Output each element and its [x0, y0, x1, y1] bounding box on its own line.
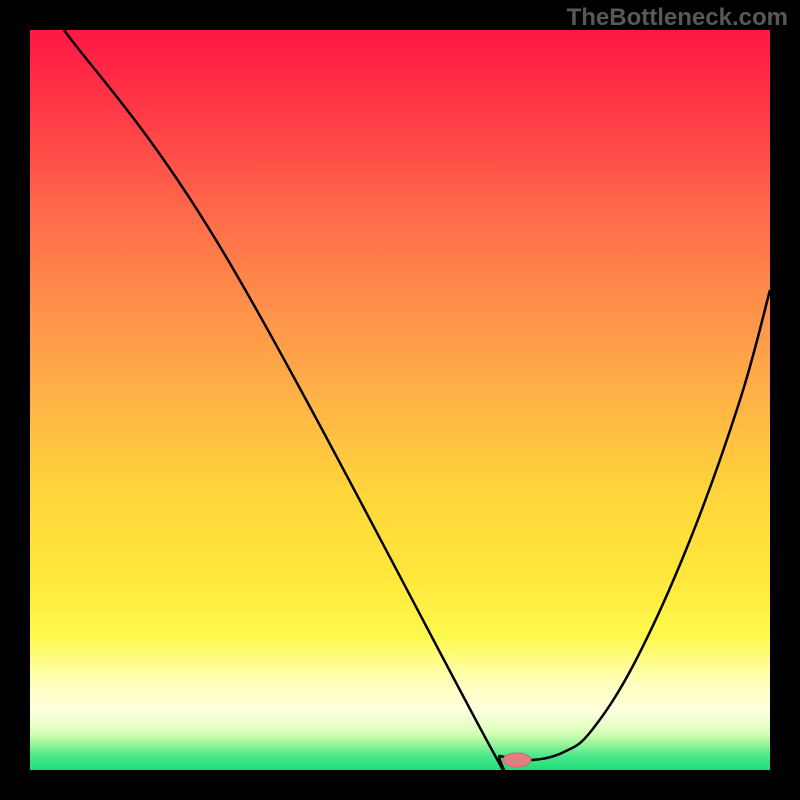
chart-container: TheBottleneck.com — [0, 0, 800, 800]
chart-background — [30, 30, 770, 770]
watermark-text: TheBottleneck.com — [567, 4, 788, 32]
chart-border — [0, 770, 800, 800]
chart-border — [770, 0, 800, 800]
chart-border — [0, 0, 30, 800]
bottleneck-chart — [0, 0, 800, 800]
optimal-marker — [503, 753, 531, 767]
